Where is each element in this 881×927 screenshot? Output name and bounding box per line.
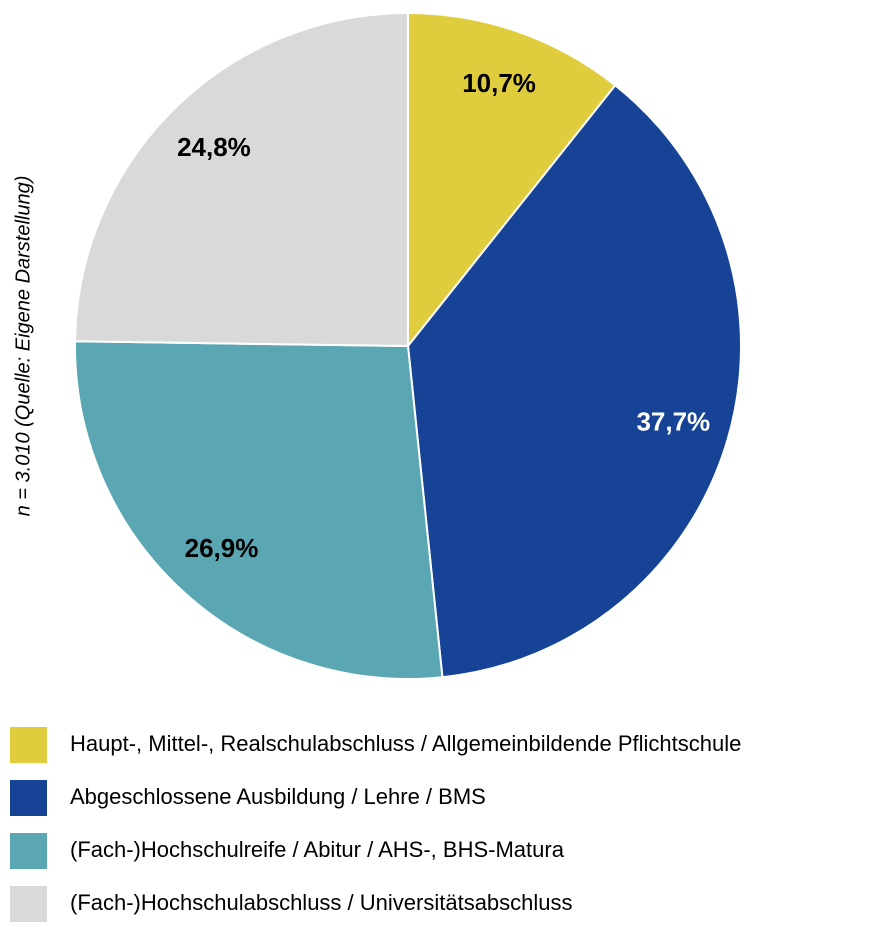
pie-slice (407, 11, 617, 349)
legend-label: (Fach-)Hochschulreife / Abitur / AHS-, B… (70, 837, 565, 862)
legend-swatch (10, 780, 47, 816)
legend-swatch (10, 886, 47, 922)
legend-label: Abgeschlossene Ausbildung / Lehre / BMS (70, 784, 486, 809)
legend-label: (Fach-)Hochschulabschluss / Universitäts… (70, 890, 573, 915)
legend-label: Haupt-, Mittel-, Realschulabschluss / Al… (70, 731, 741, 756)
value-label: 24,8% (177, 132, 251, 162)
annotation: n = 3.010 (Quelle: Eigene Darstellung) (12, 176, 34, 517)
pie-slice (74, 11, 409, 348)
legend-swatch (10, 833, 47, 869)
pie-slice (74, 340, 444, 680)
value-label: 26,9% (185, 533, 259, 563)
legend-swatch (10, 727, 47, 763)
value-label: 37,7% (636, 406, 710, 436)
value-label: 10,7% (462, 68, 536, 98)
pie-slice (406, 83, 742, 679)
